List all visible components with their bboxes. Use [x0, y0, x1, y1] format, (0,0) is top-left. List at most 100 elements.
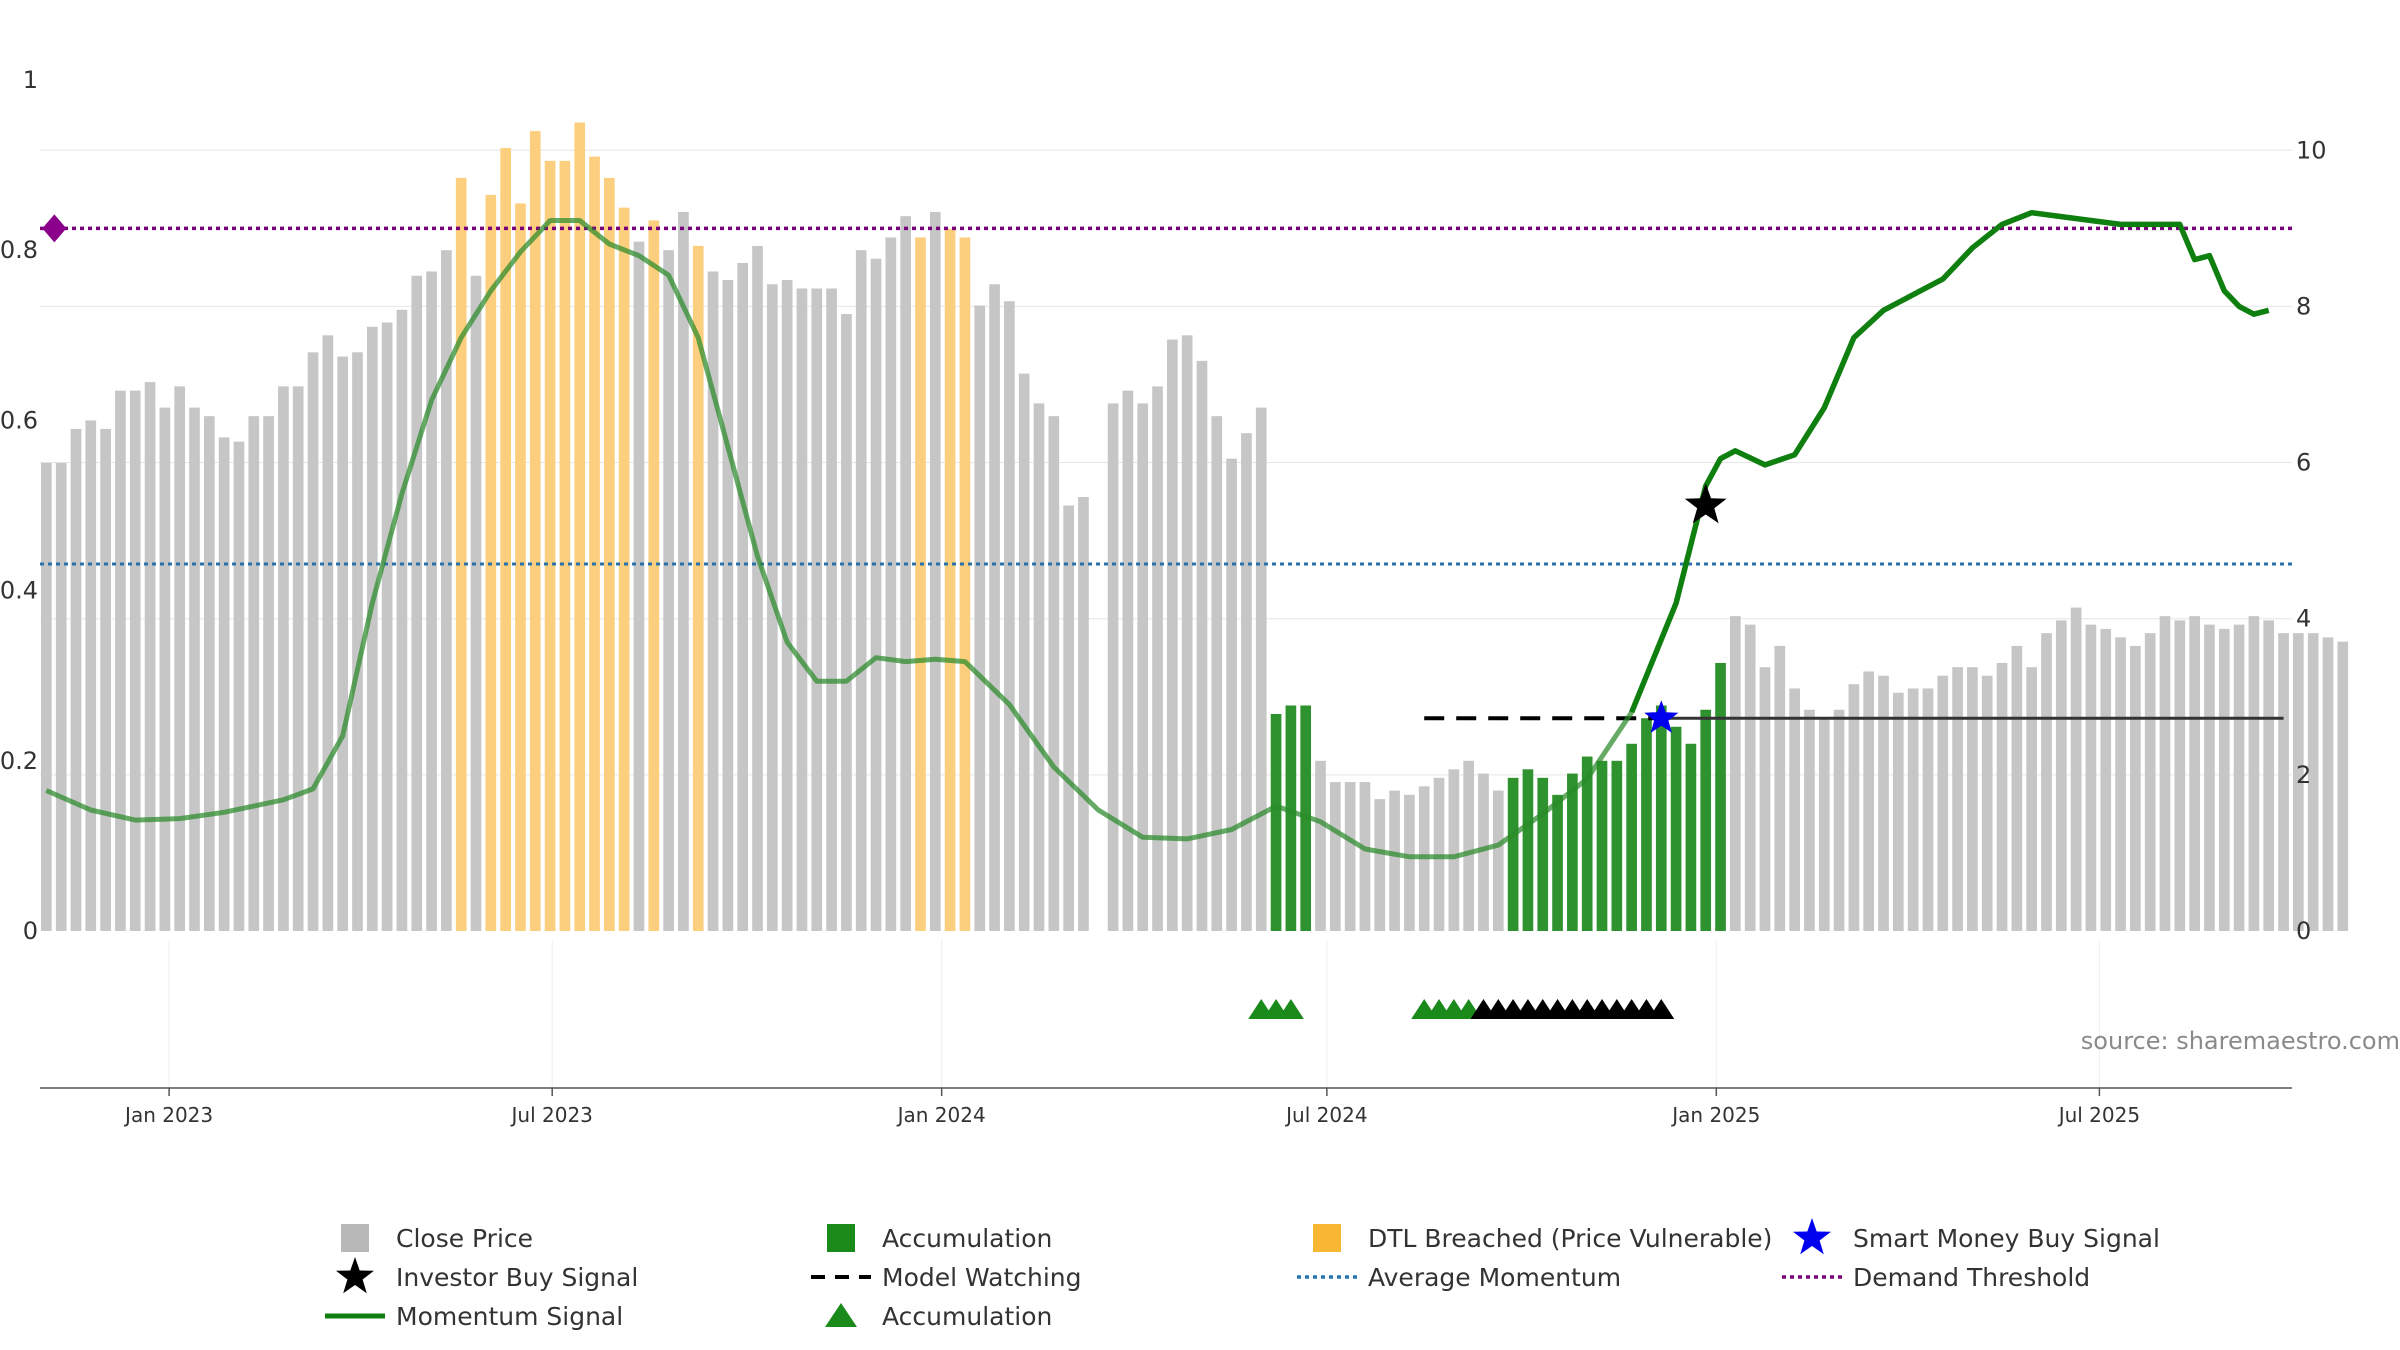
legend-item: Accumulation: [825, 1302, 1052, 1331]
momentum-signal-line: [1629, 209, 2270, 714]
left-tick-label: 0.6: [0, 406, 38, 434]
close-price-bar: [1448, 769, 1460, 931]
close-price-bar: [929, 211, 941, 931]
close-price-bar: [218, 437, 230, 931]
close-price-bar: [1789, 688, 1800, 931]
dtl-breached-bar: [648, 220, 660, 932]
dtl-breached-bar: [959, 237, 971, 931]
close-price-bar: [885, 237, 897, 931]
close-price-bar: [2041, 633, 2052, 931]
close-price-bar: [811, 288, 823, 931]
close-price-bar: [663, 250, 674, 931]
close-price-bar: [1922, 688, 1934, 931]
accumulation-bar: [1581, 756, 1593, 931]
legend-label: Smart Money Buy Signal: [1853, 1224, 2160, 1253]
close-price-bar: [1863, 671, 1875, 931]
dtl-breached-bar: [589, 156, 600, 932]
close-price-bar: [2293, 633, 2304, 931]
close-price-bar: [841, 314, 852, 931]
close-price-bar: [1759, 667, 1771, 931]
close-price-bar: [1033, 403, 1045, 931]
close-price-bar: [2026, 667, 2037, 931]
dtl-breached-bar: [515, 203, 526, 931]
accumulation-bar: [1285, 705, 1297, 931]
close-price-bar: [426, 271, 437, 932]
close-price-bar: [766, 284, 778, 931]
close-price-bar: [2307, 633, 2319, 931]
dtl-breached-bar: [944, 228, 956, 932]
accumulation-triangle: [1277, 999, 1304, 1019]
close-price-bar: [1804, 709, 1815, 931]
close-price-bar: [441, 250, 452, 931]
close-price-bar: [307, 352, 319, 931]
x-tick-label: Jan 2023: [123, 1103, 213, 1127]
close-price-bar: [2085, 624, 2097, 931]
close-price-bar: [1744, 624, 1756, 931]
close-price-bar: [322, 335, 334, 931]
close-price-bar: [707, 271, 719, 932]
legend-label: Accumulation: [882, 1302, 1052, 1331]
legend-item: Smart Money Buy Signal: [1793, 1218, 2160, 1255]
x-tick-label: Jul 2023: [510, 1103, 593, 1127]
legend-label: Close Price: [396, 1224, 533, 1253]
accumulation-bar: [1670, 726, 1682, 931]
legend-swatch: [341, 1224, 369, 1252]
close-price-bar: [115, 390, 126, 931]
close-price-bar: [2278, 633, 2289, 931]
accumulation-bar: [1611, 760, 1623, 931]
accumulation-bar: [1700, 709, 1712, 931]
left-tick-label: 0: [23, 917, 38, 945]
right-tick-label: 8: [2296, 292, 2311, 320]
close-price-bar: [2055, 620, 2067, 931]
close-price-bar: [470, 275, 482, 932]
accumulation-bar: [1715, 662, 1726, 931]
close-price-bar: [1774, 645, 1786, 931]
close-price-bar: [1463, 760, 1474, 931]
close-price-bar: [1892, 692, 1904, 931]
close-price-bar: [2337, 641, 2349, 931]
momentum-signal-line-faded: [45, 218, 1634, 860]
close-price-bar: [989, 284, 1000, 931]
dtl-breached-bar: [559, 160, 571, 932]
close-price-bar: [796, 288, 808, 931]
close-price-bar: [1478, 773, 1489, 931]
close-price-bar: [1492, 790, 1504, 931]
close-price-bar: [2233, 624, 2245, 931]
close-price-bar: [2218, 628, 2230, 931]
left-tick-label: 0.8: [0, 236, 38, 264]
accumulation-bar: [1655, 705, 1667, 931]
close-price-bar: [1211, 416, 1223, 931]
legend-item: Demand Threshold: [1782, 1263, 2090, 1292]
right-tick-label: 10: [2296, 136, 2327, 164]
right-tick-label: 6: [2296, 449, 2311, 477]
close-price-bar: [366, 326, 378, 931]
accumulation-bar: [1641, 718, 1652, 931]
close-price-bar: [900, 216, 911, 931]
close-price-bar: [1241, 433, 1252, 931]
close-price-bar: [1833, 709, 1845, 931]
close-price-bar: [1952, 667, 1963, 931]
legend-item: Close Price: [341, 1224, 533, 1253]
accumulation-bar: [1685, 743, 1697, 931]
close-price-bar: [1967, 667, 1978, 931]
close-price-bar: [2130, 645, 2141, 931]
close-price-bar: [292, 386, 304, 931]
close-price-bar: [974, 305, 986, 931]
close-price-bar: [233, 441, 245, 931]
source-label: source: sharemaestro.com: [2081, 1027, 2400, 1055]
x-tick-label: Jul 2024: [1284, 1103, 1367, 1127]
legend-label: DTL Breached (Price Vulnerable): [1368, 1224, 1772, 1253]
close-price-bar: [826, 288, 837, 931]
legend-swatch: [1313, 1224, 1341, 1252]
close-price-bar: [1152, 386, 1163, 931]
close-price-bar: [100, 428, 111, 931]
close-price-bar: [1078, 496, 1089, 931]
close-price-bar: [1196, 360, 1208, 932]
close-price-bar: [1996, 662, 2008, 931]
close-price-bar: [352, 352, 363, 931]
close-price-bar: [1981, 675, 1993, 931]
close-price-bar: [1344, 782, 1356, 931]
close-price-bar: [189, 407, 200, 931]
legend-item: Momentum Signal: [325, 1302, 623, 1331]
legend-item: Average Momentum: [1297, 1263, 1621, 1292]
